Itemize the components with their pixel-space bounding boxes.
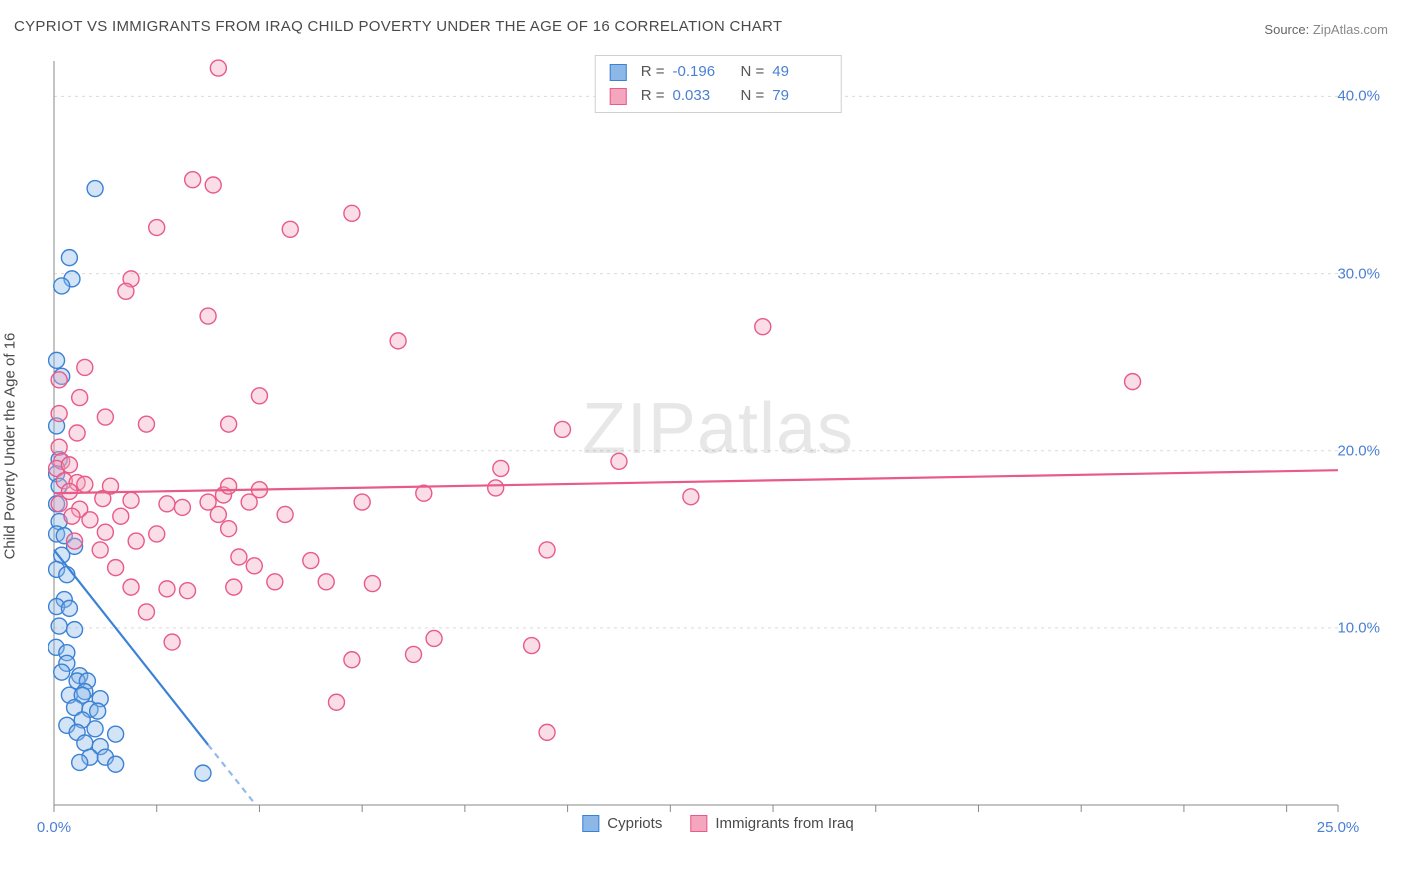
source-value: ZipAtlas.com — [1313, 22, 1388, 37]
swatch-iraq — [690, 815, 707, 832]
legend-label-iraq: Immigrants from Iraq — [715, 815, 853, 832]
chart-source: Source: ZipAtlas.com — [1264, 22, 1388, 37]
stat-n-cypriots: 49 — [772, 60, 826, 84]
stat-n-iraq: 79 — [772, 84, 826, 108]
y-axis-label: Child Poverty Under the Age of 16 — [2, 333, 19, 560]
footer-legend: Cypriots Immigrants from Iraq — [582, 815, 853, 832]
scatter-plot-svg — [48, 55, 1388, 835]
stat-r-cypriots: -0.196 — [673, 60, 727, 84]
stat-label-n: N = — [741, 60, 765, 84]
stats-row-cypriots: R = -0.196 N = 49 — [610, 60, 827, 84]
swatch-cypriots — [610, 64, 627, 81]
y-tick-label: 20.0% — [1337, 442, 1380, 459]
stat-r-iraq: 0.033 — [673, 84, 727, 108]
y-tick-label: 40.0% — [1337, 88, 1380, 105]
chart-title: CYPRIOT VS IMMIGRANTS FROM IRAQ CHILD PO… — [14, 18, 782, 35]
legend-item-iraq: Immigrants from Iraq — [690, 815, 853, 832]
swatch-iraq — [610, 88, 627, 105]
y-tick-label: 10.0% — [1337, 619, 1380, 636]
stats-legend-box: R = -0.196 N = 49 R = 0.033 N = 79 — [595, 55, 842, 113]
stat-label-r: R = — [641, 60, 665, 84]
legend-label-cypriots: Cypriots — [607, 815, 662, 832]
legend-item-cypriots: Cypriots — [582, 815, 662, 832]
stat-label-n: N = — [741, 84, 765, 108]
x-tick-label: 25.0% — [1317, 819, 1360, 836]
stats-row-iraq: R = 0.033 N = 79 — [610, 84, 827, 108]
source-label: Source: — [1264, 22, 1309, 37]
swatch-cypriots — [582, 815, 599, 832]
x-tick-label: 0.0% — [37, 819, 71, 836]
chart-area: ZIPatlas R = -0.196 N = 49 R = 0.033 N =… — [48, 55, 1388, 835]
stat-label-r: R = — [641, 84, 665, 108]
y-tick-label: 30.0% — [1337, 265, 1380, 282]
